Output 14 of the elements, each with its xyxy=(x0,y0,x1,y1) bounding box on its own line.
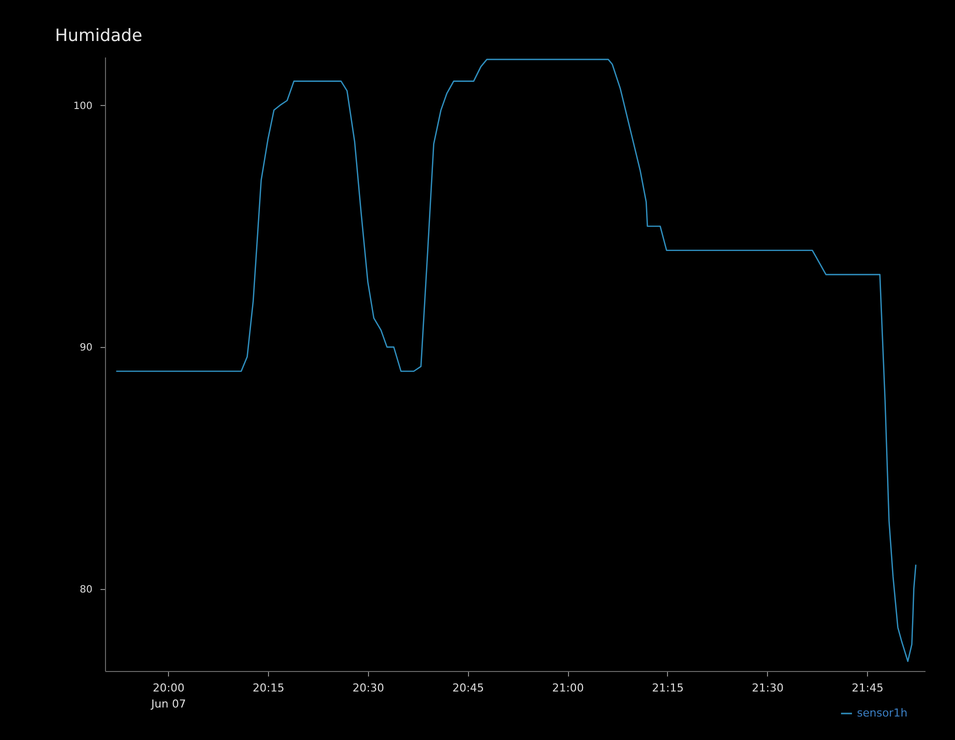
x-tick-label: 20:45 xyxy=(452,682,484,694)
y-tick-label: 80 xyxy=(80,584,92,596)
x-tick-label: 20:00 Jun 07 xyxy=(150,682,186,710)
x-tick-label: 20:30 xyxy=(352,682,384,694)
x-tick-label: 21:00 xyxy=(552,682,584,694)
y-tick-label: 100 xyxy=(73,100,92,112)
chart-title: Humidade xyxy=(55,26,142,46)
x-tick-label: 20:15 xyxy=(252,682,284,694)
x-tick-label: 21:30 xyxy=(752,682,784,694)
line-series xyxy=(116,58,916,662)
x-tick-label: 21:45 xyxy=(852,682,884,694)
x-tick-label: 21:15 xyxy=(652,682,684,694)
y-tick-label: 90 xyxy=(80,342,92,354)
legend-label: sensor1h xyxy=(857,706,908,720)
